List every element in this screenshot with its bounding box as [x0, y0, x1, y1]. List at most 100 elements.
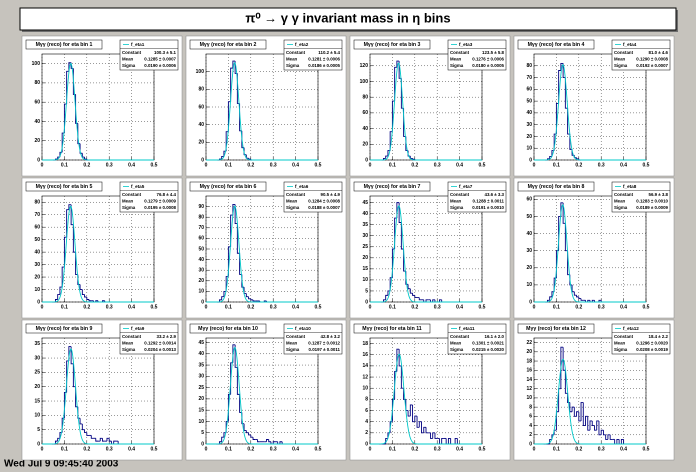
stats-value: 0.0180 ± 0.0005 [472, 63, 504, 68]
x-tick-label: 0 [369, 304, 372, 310]
histogram-bin [441, 437, 444, 444]
histogram-bin [418, 421, 422, 428]
x-tick-label: 0.4 [128, 304, 135, 310]
stats-value: 76.8 ± 4.4 [157, 192, 177, 197]
x-tick-label: 0.2 [411, 304, 418, 310]
y-tick-label: 60 [198, 236, 204, 242]
histogram-bin [591, 420, 595, 427]
x-tick-label: 0.5 [151, 162, 158, 168]
y-tick-label: 20 [198, 140, 204, 146]
pad: 0 10 20 30 40 50 60 70 80 0 0.1 0.2 0.3 0.4 0.5 Mγγ (re… [513, 35, 675, 177]
pad-title: Mγγ (reco) for eta bin 6 [200, 184, 257, 190]
stats-value: 0.1285 ± 0.0007 [144, 57, 176, 62]
y-tick-label: 80 [198, 87, 204, 93]
stats-box [283, 39, 343, 71]
histogram-bin [257, 439, 260, 443]
y-tick-label: 80 [34, 80, 40, 86]
histogram-bin [438, 299, 442, 302]
histogram-bin [416, 416, 420, 428]
y-tick-label: 10 [362, 386, 368, 392]
stats-box [283, 181, 343, 213]
histogram-bin [248, 432, 251, 436]
pad-title-box [517, 323, 595, 334]
stats-value: 0.1301 ± 0.0021 [472, 341, 504, 346]
histogram-bin [573, 407, 577, 417]
histogram-bin [108, 438, 112, 442]
x-tick-label: 0.1 [225, 304, 232, 310]
fit-curve [534, 64, 646, 161]
pad-title: Mγγ (reco) for eta bin 9 [36, 326, 93, 332]
histogram-bin [86, 297, 90, 300]
histogram-bin [585, 415, 588, 426]
histogram-bin [598, 299, 602, 302]
x-tick-label: 0.4 [456, 162, 463, 168]
y-tick-label: 0 [365, 157, 368, 163]
x-tick-label: 0.2 [83, 446, 90, 452]
histogram-bin [398, 202, 402, 223]
x-tick-label: 0.4 [292, 162, 299, 168]
y-tick-label: 100 [32, 61, 41, 67]
histogram-bin [607, 434, 611, 440]
y-tick-label: 30 [526, 248, 532, 254]
y-tick-label: 30 [526, 122, 532, 128]
y-tick-label: 0 [529, 441, 532, 447]
stats-value: 0.0208 ± 0.0019 [636, 347, 668, 352]
histogram-bin [236, 223, 240, 254]
stats-box [611, 323, 671, 355]
histogram-bin [385, 294, 388, 300]
x-tick-label: 0.4 [620, 162, 627, 168]
fit-curve [370, 62, 482, 161]
canvas-title: π⁰ → γ γ invariant mass in η bins [245, 10, 450, 25]
x-tick-label: 0.2 [575, 162, 582, 168]
histogram-bin [389, 131, 393, 151]
histogram-bin [225, 131, 229, 152]
stats-label: Mean [614, 57, 626, 62]
y-tick-label: 40 [198, 122, 204, 128]
stats-label: Sigma [614, 63, 628, 68]
stats-name: f_eta5 [131, 184, 145, 189]
y-tick-label: 0 [37, 157, 40, 163]
histogram-bin [564, 223, 568, 252]
histogram-bin [66, 209, 69, 238]
histogram-bin [391, 100, 395, 132]
histogram-bin [425, 299, 429, 302]
stats-value: 0.0195 ± 0.0008 [144, 205, 176, 210]
y-tick-label: 5 [365, 288, 368, 294]
stats-name: f_eta4 [623, 42, 637, 47]
y-tick-label: 6 [365, 408, 368, 414]
x-tick-label: 0.2 [247, 162, 254, 168]
histogram-bin [72, 224, 76, 253]
y-tick-label: 20 [526, 349, 532, 355]
x-tick-label: 0.5 [643, 162, 650, 168]
histogram-bin [407, 410, 411, 417]
x-tick-label: 0.5 [315, 446, 322, 452]
y-tick-label: 10 [526, 282, 532, 288]
histogram-bin [72, 363, 76, 388]
stats-label: Constant [614, 192, 634, 197]
pad-title-box [25, 181, 103, 192]
pad: 0 2 4 6 8 10 12 14 16 18 20 22 0 0.1 0.2 0.3 0.4 0.5 Mγγ (… [513, 319, 675, 461]
y-tick-label: 14 [526, 377, 532, 383]
stats-value: 0.1281 ± 0.0006 [308, 57, 340, 62]
y-tick-label: 5 [201, 430, 204, 436]
y-tick-label: 60 [34, 225, 40, 231]
histogram-bin [596, 420, 599, 431]
histogram-bin [221, 296, 224, 300]
x-tick-label: 0.3 [434, 162, 441, 168]
histogram-bin [54, 299, 58, 302]
stats-name: f_eta2 [295, 42, 309, 47]
y-tick-label: 10 [526, 395, 532, 401]
x-tick-label: 0 [41, 446, 44, 452]
stats-value: 33.2 ± 2.9 [157, 334, 177, 339]
stats-name: f_eta3 [459, 42, 473, 47]
y-tick-label: 80 [34, 200, 40, 206]
histogram-bin [61, 266, 65, 288]
stats-box [447, 323, 507, 355]
x-tick-label: 0.3 [106, 446, 113, 452]
y-tick-label: 20 [526, 134, 532, 140]
y-tick-label: 30 [362, 233, 368, 239]
stats-label: Mean [122, 341, 134, 346]
histogram-bin [248, 296, 251, 300]
histogram-bin [594, 425, 597, 431]
